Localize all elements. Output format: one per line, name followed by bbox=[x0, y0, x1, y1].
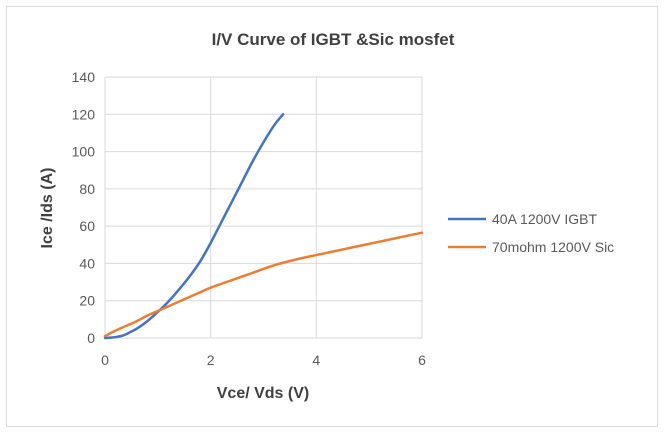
y-tick-label: 20 bbox=[79, 293, 95, 309]
legend: 40A 1200V IGBT 70mohm 1200V Sic bbox=[448, 211, 614, 255]
chart-frame: I/V Curve of IGBT &Sic mosfet Ice /Ids (… bbox=[6, 6, 658, 427]
x-axis-title: Vce/ Vds (V) bbox=[217, 385, 309, 402]
series-line-2 bbox=[103, 231, 424, 338]
x-tick-label: 6 bbox=[418, 352, 426, 368]
y-tick-label: 80 bbox=[79, 181, 95, 197]
chart-title: I/V Curve of IGBT &Sic mosfet bbox=[212, 30, 455, 49]
iv-curve-chart: I/V Curve of IGBT &Sic mosfet Ice /Ids (… bbox=[39, 30, 614, 402]
legend-label-2: 70mohm 1200V Sic bbox=[492, 239, 614, 255]
y-tick-label: 120 bbox=[72, 106, 96, 122]
x-tick-label: 2 bbox=[207, 352, 215, 368]
y-tick-label: 140 bbox=[72, 69, 96, 85]
x-tick-label: 0 bbox=[101, 352, 109, 368]
series-line-1 bbox=[103, 113, 285, 340]
tick-labels: 0 20 40 60 80 100 120 140 0 2 4 6 bbox=[72, 69, 426, 368]
y-tick-label: 100 bbox=[72, 144, 96, 160]
y-axis-title: Ice /Ids (A) bbox=[39, 168, 56, 249]
gridlines bbox=[104, 76, 423, 339]
series-lines bbox=[103, 113, 424, 340]
y-tick-label: 40 bbox=[79, 255, 95, 271]
y-tick-label: 60 bbox=[79, 218, 95, 234]
legend-label-1: 40A 1200V IGBT bbox=[492, 211, 598, 227]
x-tick-label: 4 bbox=[312, 352, 320, 368]
y-tick-label: 0 bbox=[87, 330, 95, 346]
